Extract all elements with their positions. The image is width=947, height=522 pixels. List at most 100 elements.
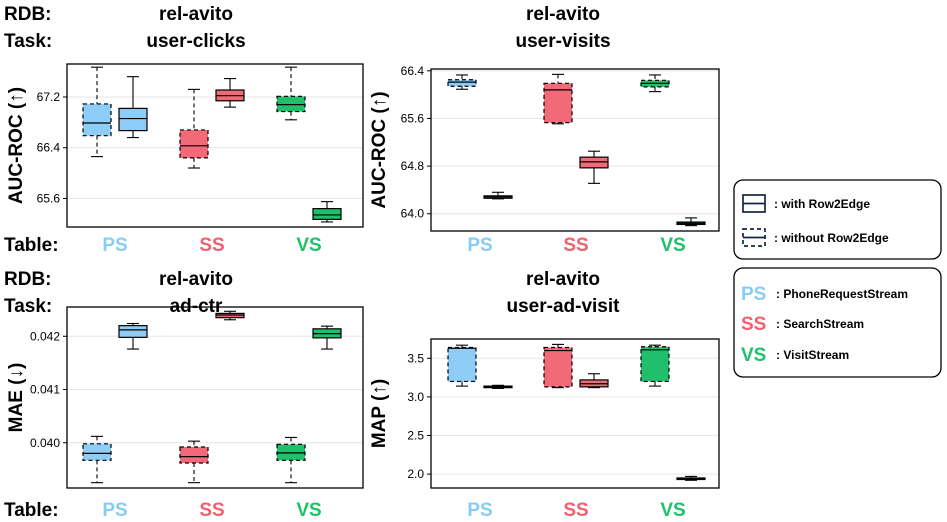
panels: RDB: Task: Table: rel-avito user-clicks 65.6 6… bbox=[4, 4, 720, 521]
box-SS-with bbox=[215, 310, 245, 321]
box-SS-without bbox=[543, 73, 573, 125]
x-category-SS: SS bbox=[199, 500, 224, 521]
box-PS-with bbox=[118, 76, 148, 139]
legend-table-box bbox=[733, 267, 942, 378]
rdb-name: rel-avito bbox=[159, 4, 233, 25]
x-category-PS: PS bbox=[467, 500, 492, 521]
box-SS-with bbox=[579, 373, 609, 389]
y-tick-label: 3.5 bbox=[407, 351, 424, 365]
box-iqr bbox=[179, 446, 209, 464]
rdb-prefix-label: RDB: bbox=[4, 269, 52, 290]
box-VS-without bbox=[276, 66, 306, 121]
plot-frame bbox=[66, 63, 364, 228]
y-tick-label: 2.0 bbox=[407, 467, 424, 481]
box-iqr bbox=[447, 346, 477, 383]
box-iqr bbox=[82, 103, 112, 137]
legend-abbr: SS bbox=[741, 314, 766, 335]
x-category-PS: PS bbox=[102, 500, 127, 521]
chart-panel-user-clicks: RDB: Task: Table: rel-avito user-clicks 65.6 6… bbox=[4, 4, 364, 256]
x-category-VS: VS bbox=[660, 500, 685, 521]
rdb-name: rel-avito bbox=[526, 269, 600, 290]
box-iqr bbox=[179, 129, 209, 159]
x-category-VS: VS bbox=[296, 500, 321, 521]
y-tick-label: 65.6 bbox=[401, 111, 425, 125]
legend-item-solid: : with Row2Edge bbox=[742, 194, 870, 213]
legend-item-VS: VS : VisitStream bbox=[741, 345, 849, 366]
x-category-PS: PS bbox=[467, 235, 492, 256]
legend-style-box bbox=[733, 179, 942, 260]
legend-text: : VisitStream bbox=[776, 348, 849, 362]
box-PS-with bbox=[118, 322, 148, 350]
y-tick-label: 64.8 bbox=[401, 159, 425, 173]
y-axis-label: AUC-ROC (↑) bbox=[369, 91, 390, 208]
table-prefix-label: Table: bbox=[4, 235, 59, 256]
box-SS-with bbox=[215, 78, 245, 108]
legend-text: : without Row2Edge bbox=[774, 231, 889, 245]
box-iqr bbox=[312, 208, 342, 220]
chart-panel-user-visits: rel-avito user-visits 64.0 64.8 65.6 66.4 AUC-… bbox=[369, 4, 720, 256]
box-iqr bbox=[82, 443, 112, 461]
plot-frame bbox=[66, 306, 364, 489]
box-PS-without bbox=[447, 344, 477, 387]
x-category-PS: PS bbox=[102, 235, 127, 256]
task-name: user-visits bbox=[515, 31, 610, 52]
y-axis-label: MAE (↓) bbox=[6, 363, 27, 433]
box-SS-without bbox=[179, 88, 209, 169]
x-category-VS: VS bbox=[296, 235, 321, 256]
plot-frame bbox=[430, 338, 720, 489]
box-VS-with bbox=[676, 475, 706, 481]
y-tick-label: 64.0 bbox=[401, 207, 425, 221]
box-PS-without bbox=[82, 66, 112, 158]
box-VS-with bbox=[312, 325, 342, 350]
box-iqr bbox=[276, 95, 306, 113]
box-VS-without bbox=[640, 74, 670, 93]
rdb-prefix-label: RDB: bbox=[4, 4, 52, 25]
box-VS-without bbox=[640, 344, 670, 387]
box-iqr bbox=[447, 79, 477, 87]
legend: : with Row2Edge : without Row2Edge PS: Pho… bbox=[733, 179, 942, 378]
legend-abbr: VS bbox=[741, 345, 766, 366]
box-PS-without bbox=[82, 435, 112, 484]
box-VS-without bbox=[276, 436, 306, 484]
legend-item-dashed: : without Row2Edge bbox=[742, 228, 889, 247]
box-PS-with bbox=[483, 191, 513, 200]
box-PS-with bbox=[483, 384, 513, 389]
x-category-SS: SS bbox=[199, 235, 224, 256]
legend-item-PS: PS: PhoneRequestStream bbox=[741, 284, 908, 305]
legend-text: : with Row2Edge bbox=[774, 197, 870, 211]
x-category-VS: VS bbox=[660, 235, 685, 256]
box-SS-without bbox=[543, 343, 573, 389]
y-tick-label: 67.2 bbox=[37, 90, 61, 104]
box-iqr bbox=[118, 107, 148, 132]
box-iqr bbox=[118, 325, 148, 338]
box-iqr bbox=[640, 346, 670, 383]
box-VS-with bbox=[676, 217, 706, 227]
chart-panel-ad-ctr: RDB:Task:Table:rel-avitoad-ctr0.0400.041… bbox=[4, 269, 364, 521]
y-tick-label: 0.042 bbox=[30, 329, 60, 343]
x-category-SS: SS bbox=[563, 235, 588, 256]
plot-frame bbox=[430, 68, 720, 232]
task-prefix-label: Task: bbox=[4, 31, 52, 52]
box-iqr bbox=[543, 346, 573, 388]
rdb-name: rel-avito bbox=[526, 4, 600, 25]
task-name: user-clicks bbox=[146, 31, 245, 52]
y-axis-label: MAP (↑) bbox=[369, 379, 390, 448]
box-VS-with bbox=[312, 201, 342, 223]
task-name: user-ad-visit bbox=[507, 296, 621, 317]
y-tick-label: 3.0 bbox=[407, 390, 424, 404]
y-tick-label: 66.4 bbox=[401, 64, 425, 78]
legend-item-SS: SS: SearchStream bbox=[741, 314, 864, 335]
box-SS-with bbox=[579, 150, 609, 184]
y-tick-label: 2.5 bbox=[407, 429, 424, 443]
task-prefix-label: Task: bbox=[4, 296, 52, 317]
box-iqr bbox=[543, 82, 573, 124]
y-tick-label: 65.6 bbox=[37, 191, 61, 205]
y-tick-label: 0.040 bbox=[30, 436, 60, 450]
box-PS-without bbox=[447, 74, 477, 90]
y-tick-label: 0.041 bbox=[30, 383, 60, 397]
legend-abbr: PS bbox=[741, 284, 766, 305]
chart-panel-user-ad-visit: rel-avito user-ad-visit 2.0 2.5 3.0 3.5 MAP (↑… bbox=[369, 269, 720, 521]
y-axis-label: AUC-ROC (↑) bbox=[6, 87, 27, 204]
box-SS-without bbox=[179, 440, 209, 484]
